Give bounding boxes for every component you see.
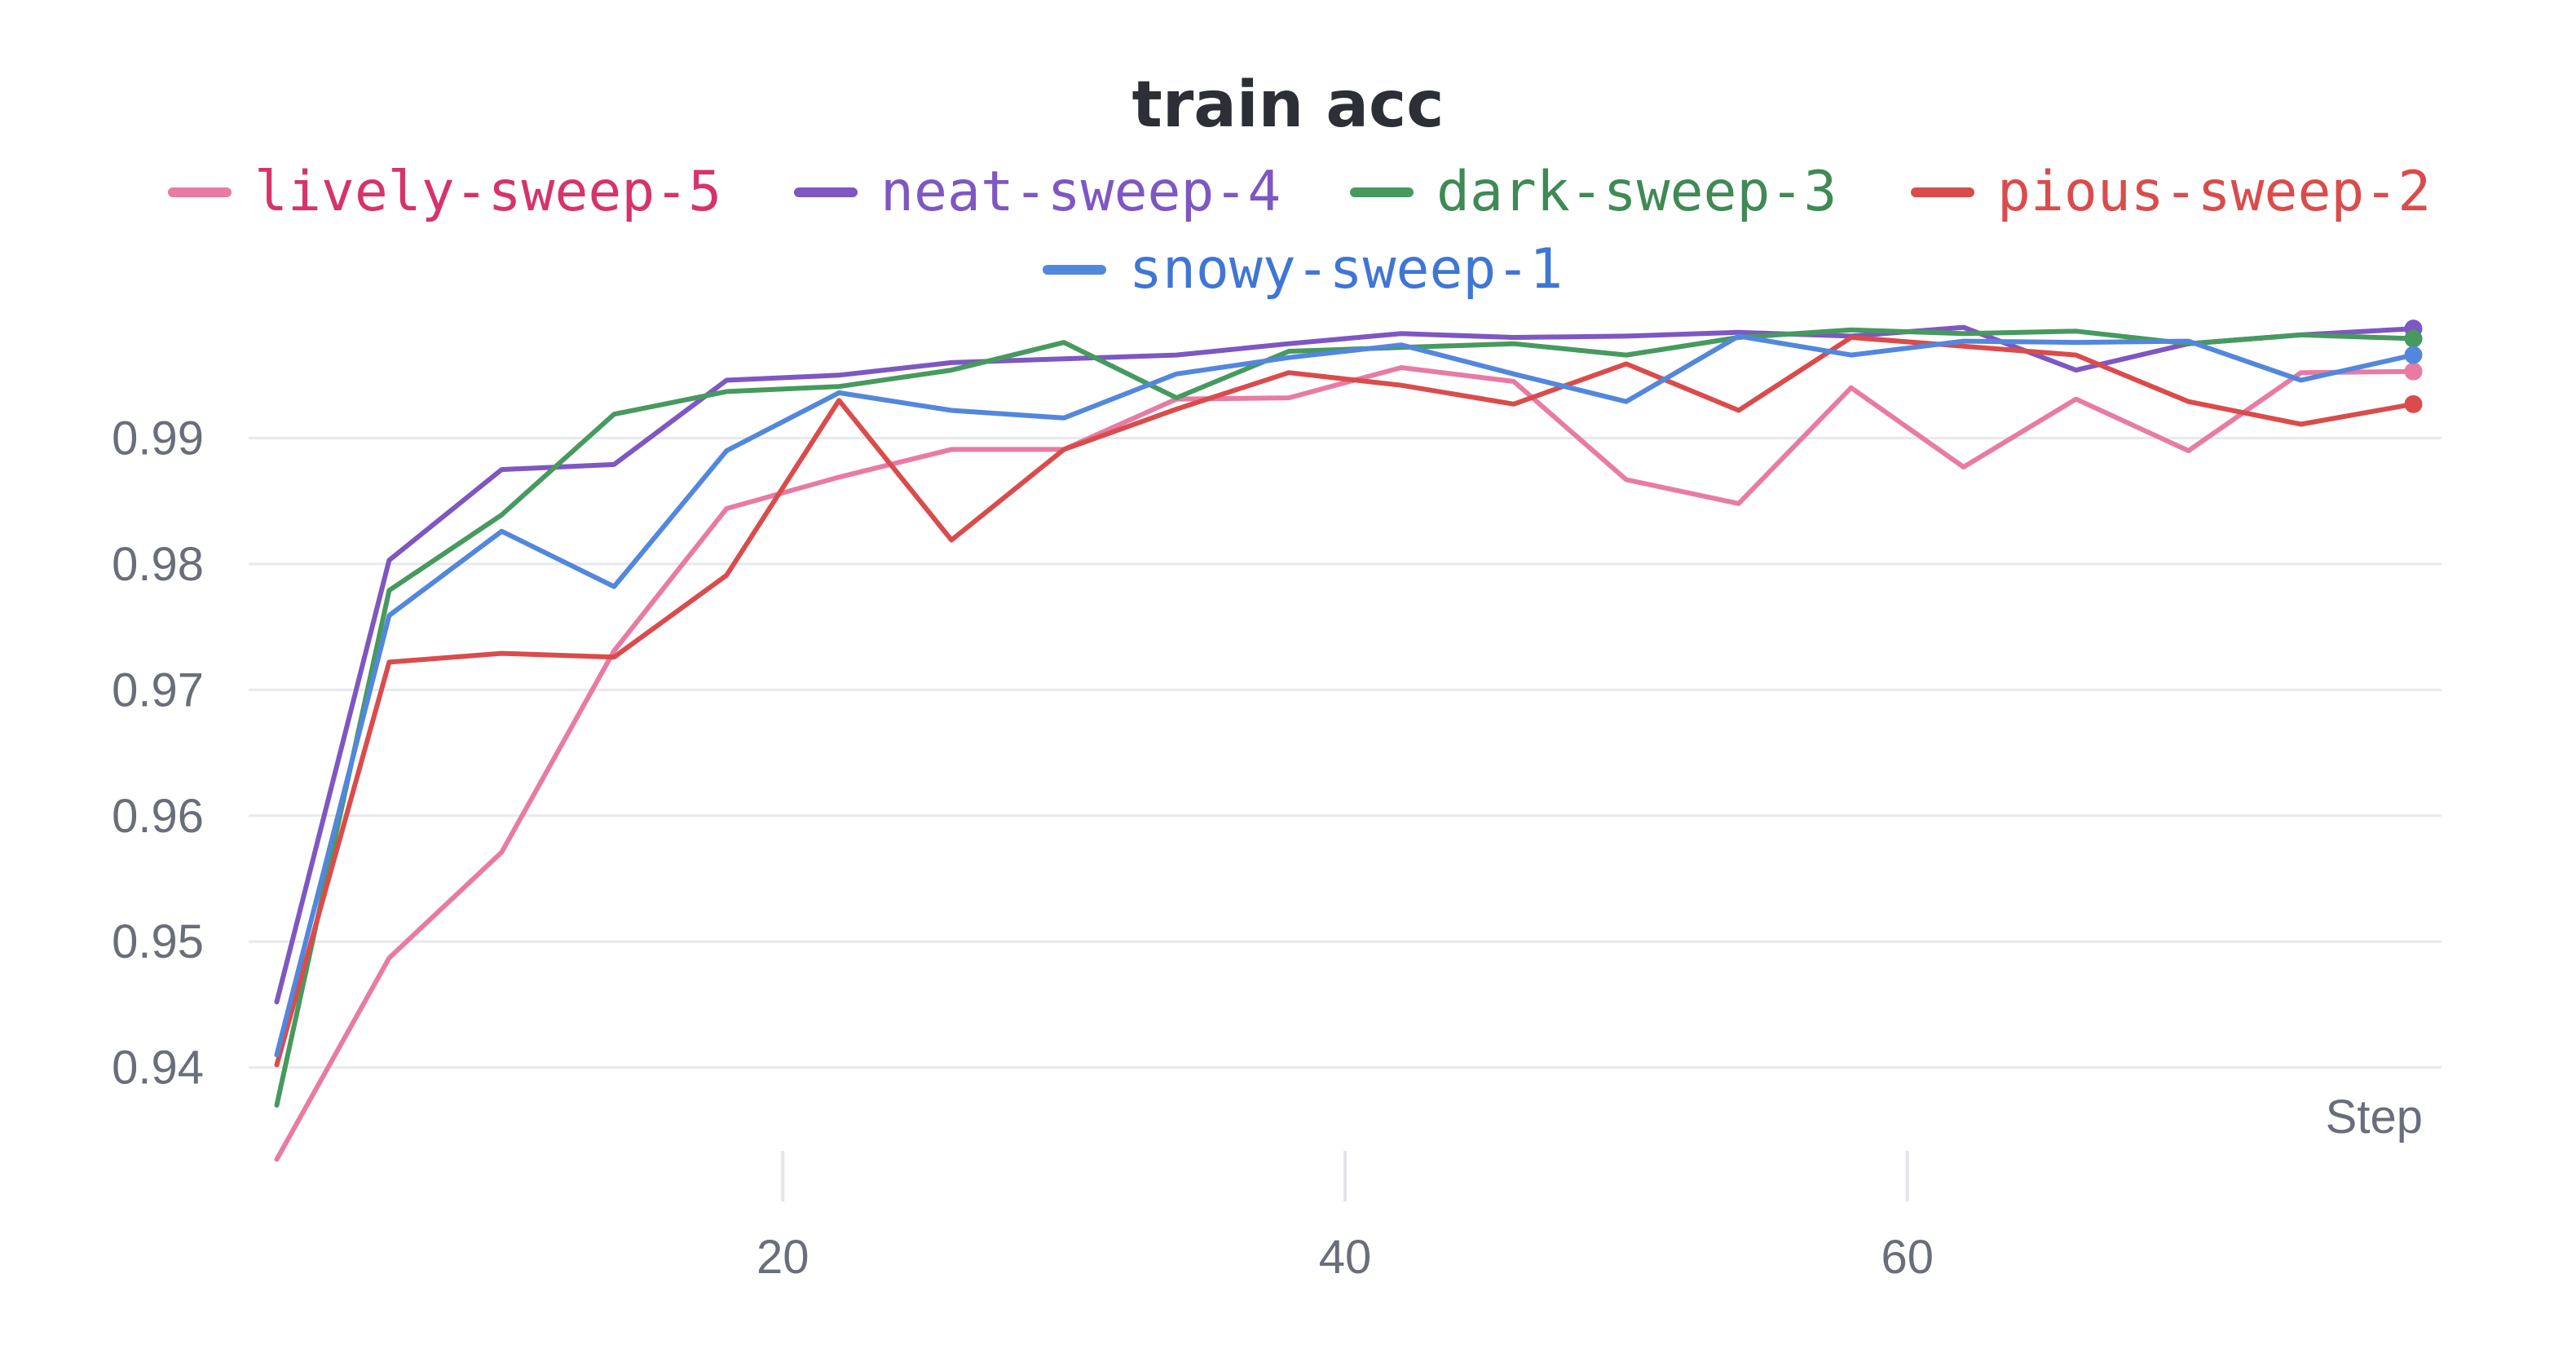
x-tick-label: 40 [1319, 1231, 1372, 1284]
y-tick-label: 0.98 [112, 538, 204, 591]
legend-label-snowy-sweep-1: snowy-sweep-1 [1129, 237, 1563, 302]
gridlines [249, 437, 2441, 1069]
series-line-lively-sweep-5 [274, 365, 2416, 1162]
y-tick-label: 0.94 [112, 1042, 204, 1095]
data-point-snowy-sweep-1 [2404, 346, 2423, 364]
series-line-pious-sweep-2 [274, 335, 2416, 1068]
y-tick-label: 0.96 [112, 790, 204, 843]
legend: lively-sweep-5 neat-sweep-4 dark-sweep-3 pi… [168, 160, 2431, 302]
legend-label-lively-sweep-5: lively-sweep-5 [254, 160, 721, 224]
series-line-dark-sweep-3 [274, 327, 2416, 1108]
y-tick-label: 0.95 [112, 915, 204, 968]
x-tick-label: 20 [756, 1231, 809, 1284]
series-lines [274, 320, 2423, 1162]
y-tick-label: 0.97 [112, 663, 204, 716]
legend-label-neat-sweep-4: neat-sweep-4 [880, 160, 1281, 224]
legend-label-pious-sweep-2: pious-sweep-2 [1997, 160, 2431, 224]
data-point-pious-sweep-2 [2404, 394, 2423, 413]
legend-label-dark-sweep-3: dark-sweep-3 [1436, 160, 1837, 224]
chart-title: train acc [1132, 68, 1445, 142]
series-line-snowy-sweep-1 [274, 333, 2416, 1058]
series-line-neat-sweep-4 [274, 324, 2416, 1005]
x-axis-label: Step [2326, 1091, 2423, 1144]
x-axis: 20 40 60 [756, 1151, 1934, 1284]
y-axis: 0.94 0.95 0.96 0.97 0.98 0.99 [112, 412, 204, 1095]
data-point-lively-sweep-5 [2404, 362, 2423, 381]
x-tick-label: 60 [1881, 1231, 1934, 1284]
y-tick-label: 0.99 [112, 412, 204, 465]
data-point-dark-sweep-3 [2404, 329, 2423, 348]
